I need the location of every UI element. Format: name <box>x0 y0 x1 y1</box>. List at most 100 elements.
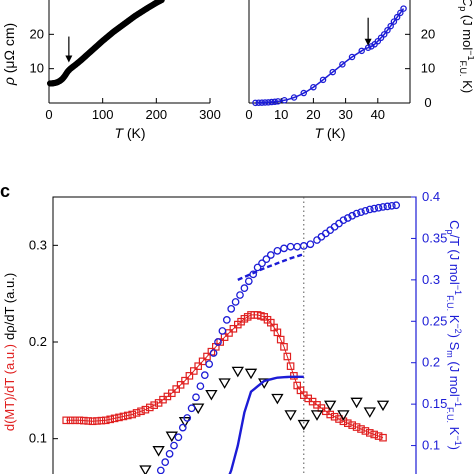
c-right-ytick-label: 0.4 <box>422 189 440 204</box>
rl-12: K <box>447 423 462 436</box>
c-data-point <box>214 338 222 346</box>
rl-5: K <box>447 311 462 324</box>
c-data-point <box>337 410 350 421</box>
panel-a-ylabel: ρ (μΩ cm) <box>1 23 17 86</box>
panel-b-xlabel-unit: (K) <box>323 125 346 141</box>
c-data-point <box>146 403 154 412</box>
c-data-point <box>205 389 218 401</box>
c-data-point <box>225 329 233 337</box>
c-data-point <box>273 328 282 337</box>
c-data-point <box>357 425 365 433</box>
c-data-point <box>139 465 152 474</box>
c-right-ytick-label: 0.35 <box>422 230 447 245</box>
c-right-ytick-label: 0.1 <box>422 438 440 453</box>
c-data-point <box>231 298 240 306</box>
c-data-point <box>79 416 88 425</box>
b-data-point <box>339 61 346 68</box>
rl-2: /T (J mol <box>447 234 462 284</box>
c-data-point <box>132 409 141 417</box>
c-data-point <box>168 389 176 398</box>
c-data-point <box>244 368 258 380</box>
c-data-point <box>376 400 390 412</box>
b-data-point <box>380 31 388 38</box>
c-data-point <box>231 366 244 378</box>
c-data-point <box>165 450 174 458</box>
c-data-point <box>286 362 295 370</box>
panel-b-y-ticks: 0 10 20 <box>405 26 435 110</box>
c-data-point <box>283 352 292 361</box>
c-data-point <box>205 360 214 368</box>
b-data-point <box>258 99 266 106</box>
panel-b-ylabel-sup: −1 <box>466 50 474 60</box>
c-data-point <box>174 433 183 442</box>
panel-c-right-y-ticks: 0.1 0.15 0.2 0.25 0.3 0.35 0.4 <box>411 189 447 453</box>
c-data-point <box>123 411 132 420</box>
a-xtick-label: 200 <box>145 107 167 122</box>
c-data-point <box>106 415 115 424</box>
b-data-point <box>329 68 336 76</box>
c-data-point <box>313 236 321 244</box>
b-data-point <box>374 37 382 45</box>
c-data-point <box>374 432 383 440</box>
c-data-point <box>306 240 315 249</box>
c-data-point <box>187 404 196 413</box>
c-data-point <box>262 255 271 263</box>
c-data-point <box>299 242 308 250</box>
c-data-point <box>366 429 374 437</box>
c-right-ytick-label: 0.15 <box>422 396 447 411</box>
c-data-point <box>363 407 376 418</box>
c-data-point <box>293 242 302 251</box>
c-left-ytick-label: 0.3 <box>29 237 47 252</box>
panel-c-left-ylabel: d(MT)/dT (a.u.) dρ/dT (a.u.) <box>2 273 17 431</box>
panel-c-series <box>62 201 401 474</box>
c-data-point <box>84 417 93 425</box>
c-data-point <box>335 219 343 228</box>
c-data-point <box>62 416 71 425</box>
c-data-point <box>326 410 335 419</box>
b-data-point <box>390 18 398 25</box>
panel-b-ylabel: Cp (J mol−1F.U. K) <box>458 0 474 93</box>
c-data-point <box>361 206 370 215</box>
b-data-point <box>274 98 282 105</box>
b-ytick-label: 20 <box>421 26 435 41</box>
c-data-point <box>330 412 339 421</box>
b-xtick-label: 20 <box>306 107 320 122</box>
c-data-point <box>253 263 262 272</box>
c-data-point <box>361 427 370 435</box>
panel-a-ylabel-unit: (μΩ cm) <box>1 23 17 77</box>
c-data-point <box>258 259 266 268</box>
c-data-point <box>324 400 337 412</box>
c-data-point <box>339 417 348 426</box>
b-data-point <box>252 99 259 107</box>
c-data-point <box>165 431 178 443</box>
panel-a-arrow <box>65 36 73 63</box>
c-data-point <box>310 410 324 421</box>
c-data-point <box>110 414 119 423</box>
c-right-ytick-label: 0.2 <box>422 355 440 370</box>
c-data-point <box>227 305 236 313</box>
panel-b-ylabel-sub2: F.U. <box>458 61 468 77</box>
c-data-point <box>370 430 379 439</box>
c-data-point <box>222 316 231 324</box>
b-data-point <box>255 99 262 106</box>
b-data-point <box>290 94 298 101</box>
c-data-point <box>161 458 170 466</box>
c-data-point <box>297 419 310 431</box>
c-data-point <box>370 204 379 213</box>
c-right-ytick-label: 0.25 <box>422 313 447 328</box>
panel-b-x-ticks: 0 10 20 30 40 <box>245 98 385 122</box>
b-xtick-label: 10 <box>274 107 288 122</box>
b-data-point <box>265 99 272 106</box>
panel-c: c 0.1 0.2 0.3 0.1 0.15 0.2 0.25 0.3 0.35 0.4 d(M… <box>0 181 463 474</box>
rl-9: (J mol <box>447 358 462 397</box>
panel-c-left-ylabel-red: d(MT)/dT (a.u.) <box>2 344 17 431</box>
rl-13: −1 <box>453 435 463 445</box>
b-ytick-label: 10 <box>421 61 435 76</box>
c-data-point <box>178 417 192 428</box>
a-xtick-label: 100 <box>92 107 114 122</box>
c-data-point <box>280 343 288 351</box>
rl-8: m <box>445 350 455 358</box>
panel-a: 0 100 200 300 10 20 T (K) ρ (μΩ cm) <box>1 0 221 141</box>
c-data-point <box>350 397 363 409</box>
b-series-line <box>255 8 405 104</box>
